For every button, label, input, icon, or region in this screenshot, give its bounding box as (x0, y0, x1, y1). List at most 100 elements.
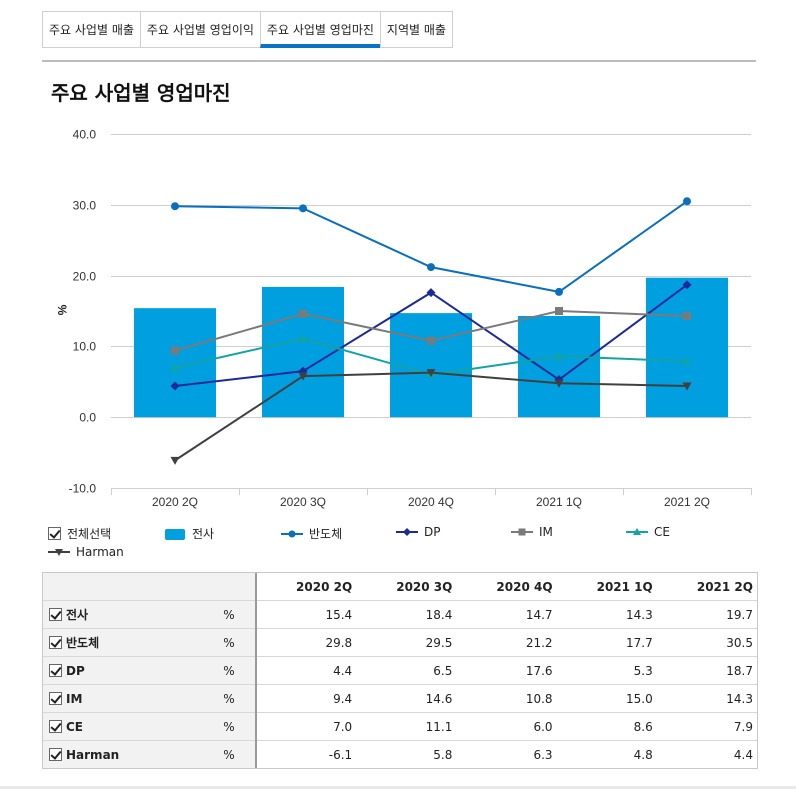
table-row: IM% 9.4 14.6 10.8 15.0 14.3 (43, 684, 757, 713)
x-tick-label: 2021 2Q (664, 495, 710, 509)
data-point (171, 202, 179, 211)
y-tick-label: -10.0 (69, 482, 97, 496)
data-point (426, 288, 436, 298)
x-tick-label: 2021 1Q (536, 495, 582, 509)
checkbox-icon[interactable] (49, 720, 62, 733)
table-cell: 5.8 (433, 747, 453, 762)
triangle-up-marker-icon (626, 528, 648, 535)
data-point (299, 309, 307, 318)
row-label: DP (66, 663, 85, 678)
table-cell: 29.8 (256, 628, 357, 657)
bar-swatch-icon (165, 528, 185, 540)
row-header: 반도체 (43, 628, 203, 657)
triangle-down-marker-icon (48, 549, 70, 556)
legend-label-dp: DP (424, 525, 441, 539)
tab-bar: 주요 사업별 매출 주요 사업별 영업이익 주요 사업별 영업마진 지역별 매출 (42, 11, 453, 48)
data-point (170, 456, 180, 465)
table-cell: 14.6 (356, 684, 457, 713)
checkbox-icon[interactable] (49, 664, 62, 677)
data-point (555, 307, 563, 315)
data-point (171, 346, 179, 355)
table-cell: 4.8 (633, 747, 653, 762)
row-header: 전사 (43, 600, 203, 629)
table-cell: 15.0 (556, 684, 657, 713)
bar-4 (646, 277, 728, 418)
table-cell: 8.6 (556, 712, 657, 741)
row-unit: % (203, 656, 257, 685)
tab-segment-operating-margin[interactable]: 주요 사업별 영업마진 (259, 11, 380, 48)
legend-label-semiconductor: 반도체 (309, 527, 343, 541)
row-header: IM (43, 684, 203, 713)
data-point (682, 382, 692, 391)
table-cell: 17.7 (556, 628, 657, 657)
table-cell: 29.5 (356, 628, 457, 657)
data-point (298, 372, 308, 381)
checkbox-icon[interactable] (49, 608, 62, 621)
data-point (299, 204, 307, 213)
legend-item-total[interactable]: 전사 (164, 525, 214, 542)
table-row: Harman% -6.1 5.8 6.3 4.8 4.4 (43, 740, 757, 768)
row-label: 반도체 (66, 636, 100, 650)
table-cell: 6.5 (356, 656, 457, 685)
tab-segment-sales[interactable]: 주요 사업별 매출 (42, 11, 140, 48)
tab-segment-operating-profit[interactable]: 주요 사업별 영업이익 (139, 11, 260, 48)
legend-label-total: 전사 (192, 527, 215, 541)
row-label: IM (66, 691, 83, 706)
data-point (682, 356, 692, 365)
y-tick-label: 20.0 (73, 270, 97, 284)
table-cell: 30.5 (656, 628, 757, 657)
row-label: Harman (66, 747, 120, 762)
checkbox-icon[interactable] (49, 748, 62, 761)
bar-3 (518, 315, 600, 418)
table-cell: 7.9 (656, 712, 757, 741)
legend-item-semiconductor[interactable]: 반도체 (281, 525, 342, 542)
legend-item-dp[interactable]: DP (396, 525, 440, 539)
legend-select-all[interactable]: 전체선택 (48, 525, 111, 542)
table-corner (43, 573, 203, 601)
table-cell: 18.4 (356, 600, 457, 629)
data-point (298, 334, 308, 343)
column-header: 2020 3Q (356, 573, 457, 601)
row-unit: % (203, 740, 257, 768)
table-cell: 15.4 (256, 600, 357, 629)
data-point (554, 379, 564, 388)
row-header: DP (43, 656, 203, 685)
circle-marker-icon (281, 530, 303, 537)
row-header: CE (43, 712, 203, 741)
checkbox-icon[interactable] (49, 692, 62, 705)
y-tick-label: 40.0 (73, 128, 97, 142)
table-cell: 4.4 (733, 747, 753, 762)
table-cell: 9.4 (256, 684, 357, 713)
margin-chart: 40.0 30.0 20.0 10.0 0.0 -10.0 2020 2Q 2020 3Q 20… (55, 128, 752, 509)
checkbox-icon[interactable] (48, 527, 61, 540)
data-point (555, 287, 563, 296)
table-cell: 6.3 (533, 747, 553, 762)
data-point (683, 311, 691, 320)
square-marker-icon (511, 528, 533, 536)
legend-item-im[interactable]: IM (511, 525, 553, 539)
x-tick-label: 2020 4Q (408, 495, 454, 509)
data-point (427, 263, 435, 272)
y-tick-label: 30.0 (73, 199, 97, 213)
bar-2 (390, 313, 472, 418)
table-cell: 6.0 (456, 712, 557, 741)
table-cell: 14.3 (556, 600, 657, 629)
y-tick-label: 10.0 (73, 340, 97, 354)
table-cell: -6.1 (328, 747, 353, 762)
data-table: 2020 2Q 2020 3Q 2020 4Q 2021 1Q 2021 2Q … (42, 572, 758, 769)
legend-item-harman[interactable]: Harman (48, 545, 124, 559)
column-header: 2021 2Q (656, 573, 757, 601)
legend-select-all-label: 전체선택 (67, 527, 112, 541)
table-cell: 11.1 (356, 712, 457, 741)
data-point (683, 197, 691, 206)
column-header: 2021 1Q (556, 573, 657, 601)
table-cell: 10.8 (456, 684, 557, 713)
row-unit: % (203, 684, 257, 713)
tab-regional-sales[interactable]: 지역별 매출 (379, 11, 453, 48)
table-row: DP% 4.4 6.5 17.6 5.3 18.7 (43, 656, 757, 685)
checkbox-icon[interactable] (49, 636, 62, 649)
legend-item-ce[interactable]: CE (626, 525, 670, 539)
series-line (174, 200, 688, 293)
header-divider (42, 60, 756, 62)
y-axis-label: % (55, 305, 69, 316)
